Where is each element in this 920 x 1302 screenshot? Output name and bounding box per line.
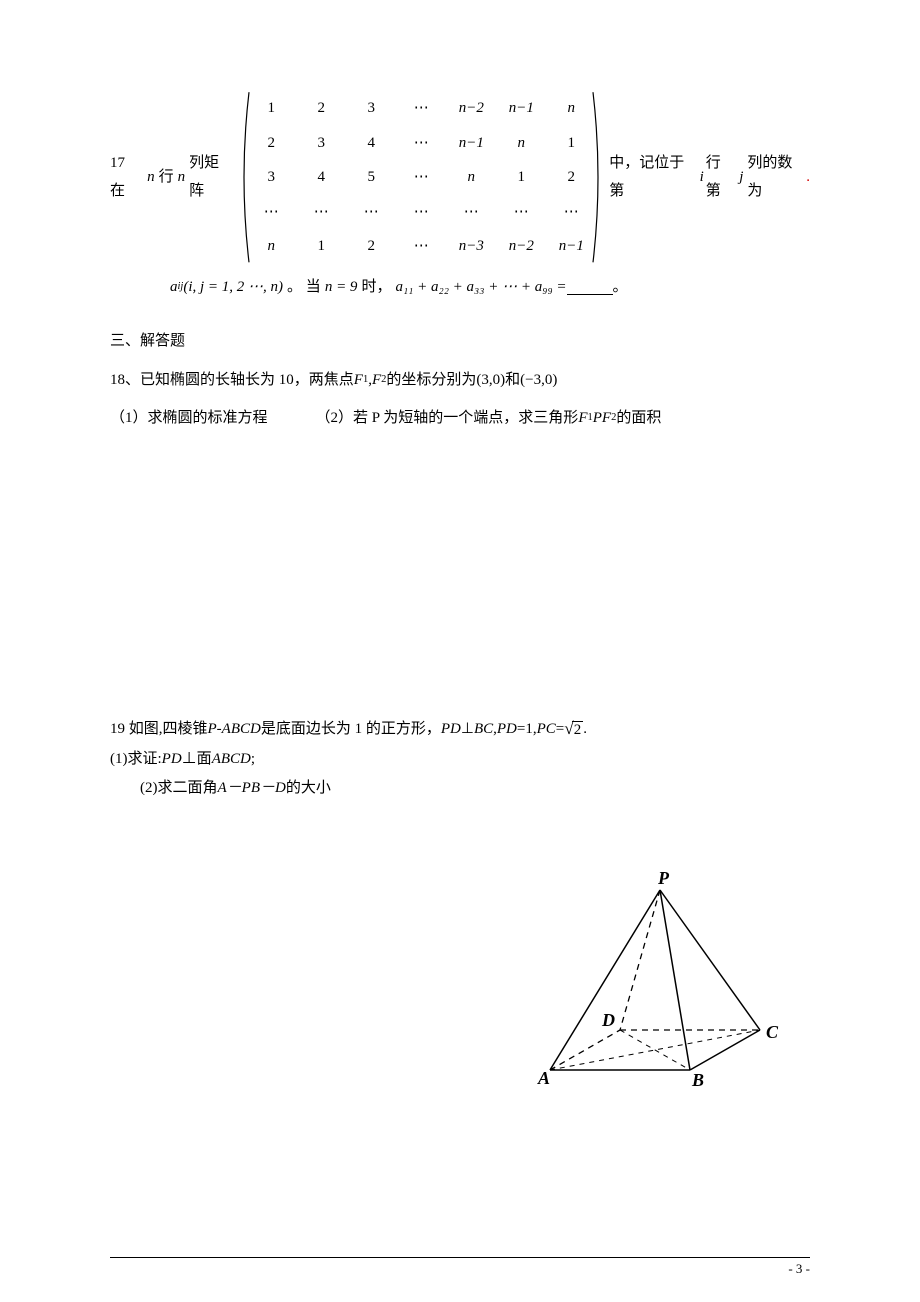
matrix-cell: ⋯: [507, 198, 535, 227]
matrix-cell: 1: [257, 94, 285, 123]
q19-perp2: ⊥面: [182, 745, 212, 774]
q19-semi: ;: [251, 745, 255, 774]
q17-mid1: 行: [159, 163, 174, 192]
q17-period: 。: [613, 273, 628, 302]
matrix-cell: ⋯: [257, 198, 285, 227]
q17-j: j: [739, 163, 743, 192]
q17-n1: n: [147, 163, 155, 192]
q18-coords: (3,0)和(−3,0): [476, 366, 557, 395]
matrix-cell: n: [507, 129, 535, 158]
matrix-cell: ⋯: [407, 198, 435, 227]
q19-angle: A－PB－D: [218, 774, 286, 803]
q18-triA: F: [578, 404, 587, 433]
paren-left: [237, 90, 251, 265]
paren-right: [591, 90, 605, 265]
q18-parts: （1）求椭圆的标准方程 （2）若 P 为短轴的一个端点，求三角形 F1 PF2 …: [110, 404, 810, 433]
matrix-cell: n−2: [457, 94, 485, 123]
matrix-cell: ⋯: [357, 198, 385, 227]
q19-line2: (1)求证:: [110, 745, 162, 774]
matrix-cell: 2: [307, 94, 335, 123]
q19-tail: .: [583, 715, 587, 744]
q17-mid3: 。 当: [287, 273, 321, 302]
q17-lead: 17 在: [110, 149, 143, 206]
q17-block: 17 在 n 行 n 列矩阵 123⋯n−2n−1n234⋯n−1n1345⋯n…: [110, 90, 810, 301]
q17-domain: (i, j = 1, 2 ⋯, n): [183, 273, 283, 302]
q18-part1: （1）求椭圆的标准方程: [110, 404, 268, 433]
matrix-cell: 1: [307, 232, 335, 261]
label-P: P: [657, 870, 670, 888]
matrix-cell: 3: [307, 129, 335, 158]
q18-line1a: 18、已知椭圆的长轴长为 10，两焦点: [110, 366, 354, 395]
q18-F2: F: [372, 366, 381, 395]
matrix-cell: ⋯: [407, 232, 435, 261]
footer-page-number: - 3 -: [788, 1257, 810, 1282]
section-3-title: 三、解答题: [110, 327, 810, 356]
q19-block: 19 如图,四棱锥 P-ABCD 是底面边长为 1 的正方形， PD ⊥ BC …: [110, 713, 810, 803]
matrix-cell: n−1: [557, 232, 585, 261]
q18-block: 18、已知椭圆的长轴长为 10，两焦点 F1 , F2 的坐标分别为 (3,0)…: [110, 366, 810, 395]
matrix-cell: 4: [357, 129, 385, 158]
matrix-cell: 3: [257, 163, 285, 192]
matrix-cell: n: [557, 94, 585, 123]
q18-triB: PF: [593, 404, 611, 433]
q17-mid2: 列矩阵: [189, 149, 233, 206]
q19-abcd: ABCD: [212, 745, 251, 774]
q19-line3b: 的大小: [286, 774, 331, 803]
q19-pd: PD: [441, 715, 461, 744]
matrix-cell: 2: [357, 232, 385, 261]
label-B: B: [691, 1070, 704, 1090]
label-D: D: [601, 1010, 615, 1030]
matrix-cell: ⋯: [307, 198, 335, 227]
matrix-cell: n−2: [507, 232, 535, 261]
q17-n9: n = 9: [325, 273, 358, 302]
matrix-cell: ⋯: [407, 163, 435, 192]
q19-perp: ⊥: [461, 715, 474, 744]
q17-n2: n: [178, 163, 186, 192]
q18-part2b: 的面积: [616, 404, 661, 433]
q17-i: i: [700, 163, 704, 192]
label-C: C: [766, 1022, 779, 1042]
matrix-cell: 1: [557, 129, 585, 158]
q18-part2a: （2）若 P 为短轴的一个端点，求三角形: [316, 404, 579, 433]
q19-solid: P-ABCD: [208, 715, 261, 744]
footer-rule: [110, 1257, 810, 1258]
q17-tail-a: 中，记位于第: [609, 149, 697, 206]
q17-tail-b: 行第: [706, 149, 735, 206]
label-A: A: [537, 1068, 550, 1088]
matrix-cell: n−3: [457, 232, 485, 261]
matrix-cell: 1: [507, 163, 535, 192]
matrix-cell: ⋯: [407, 129, 435, 158]
q19-bc: BC: [474, 715, 493, 744]
matrix-cell: 2: [257, 129, 285, 158]
q19-line1b: 是底面边长为 1 的正方形，: [261, 715, 441, 744]
q19-line1a: 19 如图,四棱锥: [110, 715, 208, 744]
matrix-cell: 2: [557, 163, 585, 192]
matrix-cell: ⋯: [457, 198, 485, 227]
matrix-cell: n−1: [457, 129, 485, 158]
q17-after: 时，: [361, 273, 391, 302]
matrix-cell: n: [457, 163, 485, 192]
q19-eq2: =: [556, 715, 564, 744]
matrix-cell: 3: [357, 94, 385, 123]
pyramid-figure: P A B C D: [510, 870, 790, 1100]
q17-matrix: 123⋯n−2n−1n234⋯n−1n1345⋯n12⋯⋯⋯⋯⋯⋯⋯n12⋯n−…: [237, 90, 605, 265]
q19-pd2: PD: [162, 745, 182, 774]
q18-F1: F: [354, 366, 363, 395]
matrix-cell: 4: [307, 163, 335, 192]
matrix-cell: ⋯: [557, 198, 585, 227]
q17-sum: a₁₁ + a₂₂ + a₃₃ + ⋯ + a₉₉ =: [395, 273, 566, 302]
q17-tail-c: 列的数为: [747, 149, 806, 206]
q17-blank: [567, 279, 613, 295]
q19-eq1: =1,: [517, 715, 537, 744]
matrix-cell: 5: [357, 163, 385, 192]
matrix-cell: ⋯: [407, 94, 435, 123]
q17-aij-a: a: [170, 273, 178, 302]
q19-sqrt2: √2: [564, 713, 583, 746]
q19-pce: PC: [537, 715, 556, 744]
matrix-cell: n: [257, 232, 285, 261]
q19-pde: PD: [497, 715, 517, 744]
q19-line3a: (2)求二面角: [140, 774, 218, 803]
matrix-cell: n−1: [507, 94, 535, 123]
q18-line1b: 的坐标分别为: [386, 366, 476, 395]
